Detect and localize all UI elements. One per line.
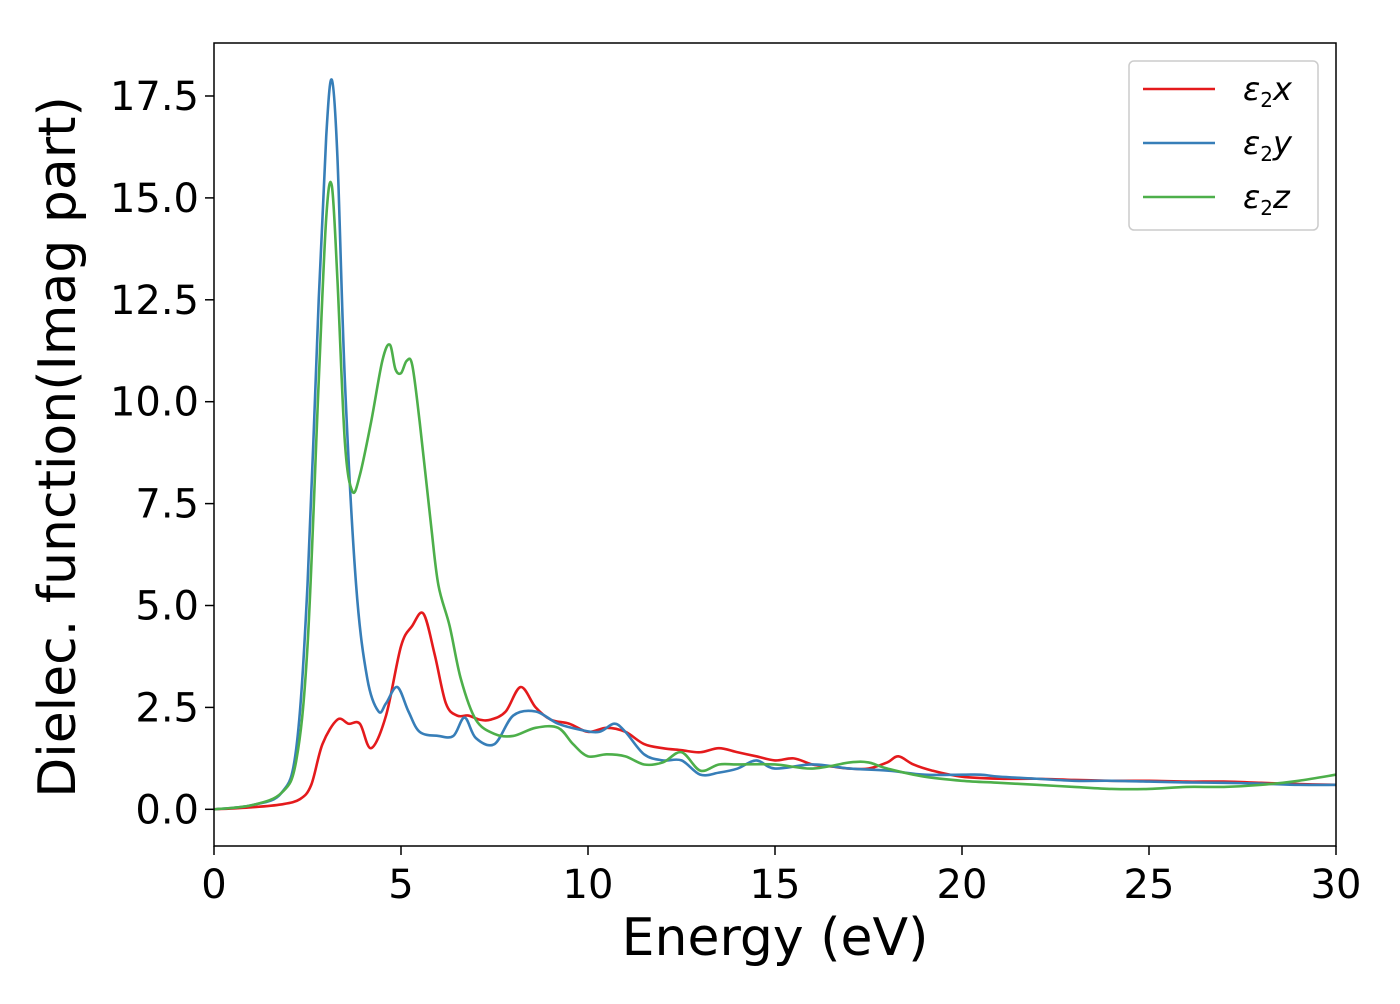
y-tick-label: 2.5 — [135, 685, 199, 731]
series-line-z — [213, 180, 1337, 811]
legend-item-z: ε2z — [1143, 178, 1291, 220]
y-tick-label: 0.0 — [135, 787, 199, 833]
y-axis-label: Dielec. function(Imag part) — [28, 96, 88, 798]
y-tick-label: 10.0 — [110, 380, 199, 426]
y-tick-label: 5.0 — [135, 584, 199, 630]
x-tick-label: 30 — [1311, 862, 1362, 908]
y-tick-label: 7.5 — [135, 482, 199, 528]
x-axis-label: Energy (eV) — [622, 908, 929, 968]
legend-item-x: ε2x — [1143, 70, 1293, 112]
legend-label: ε2z — [1243, 178, 1291, 220]
legend-box — [1128, 60, 1319, 231]
x-tick-label: 20 — [937, 862, 988, 908]
legend-label: ε2x — [1243, 70, 1293, 112]
y-tick-label: 15.0 — [110, 176, 199, 222]
x-tick-label: 5 — [388, 862, 413, 908]
legend-item-y: ε2y — [1143, 124, 1293, 166]
series-line-x — [213, 611, 1337, 811]
x-tick-label: 10 — [563, 862, 614, 908]
x-axis-ticks: 0 5 10 15 20 25 30 — [201, 846, 1361, 908]
x-tick-label: 0 — [201, 862, 226, 908]
legend-label: ε2y — [1243, 124, 1293, 166]
x-tick-label: 15 — [750, 862, 801, 908]
y-tick-label: 17.5 — [110, 74, 199, 120]
series-layer — [213, 78, 1337, 811]
legend-items: ε2x ε2y ε2z — [1143, 70, 1293, 220]
y-axis-ticks: 0.0 2.5 5.0 7.5 10.0 12.5 15.0 17.5 — [110, 74, 214, 833]
series-line-y — [213, 78, 1337, 811]
x-tick-label: 25 — [1124, 862, 1175, 908]
legend: ε2x ε2y ε2z — [1128, 60, 1319, 231]
y-tick-label: 12.5 — [110, 278, 199, 324]
